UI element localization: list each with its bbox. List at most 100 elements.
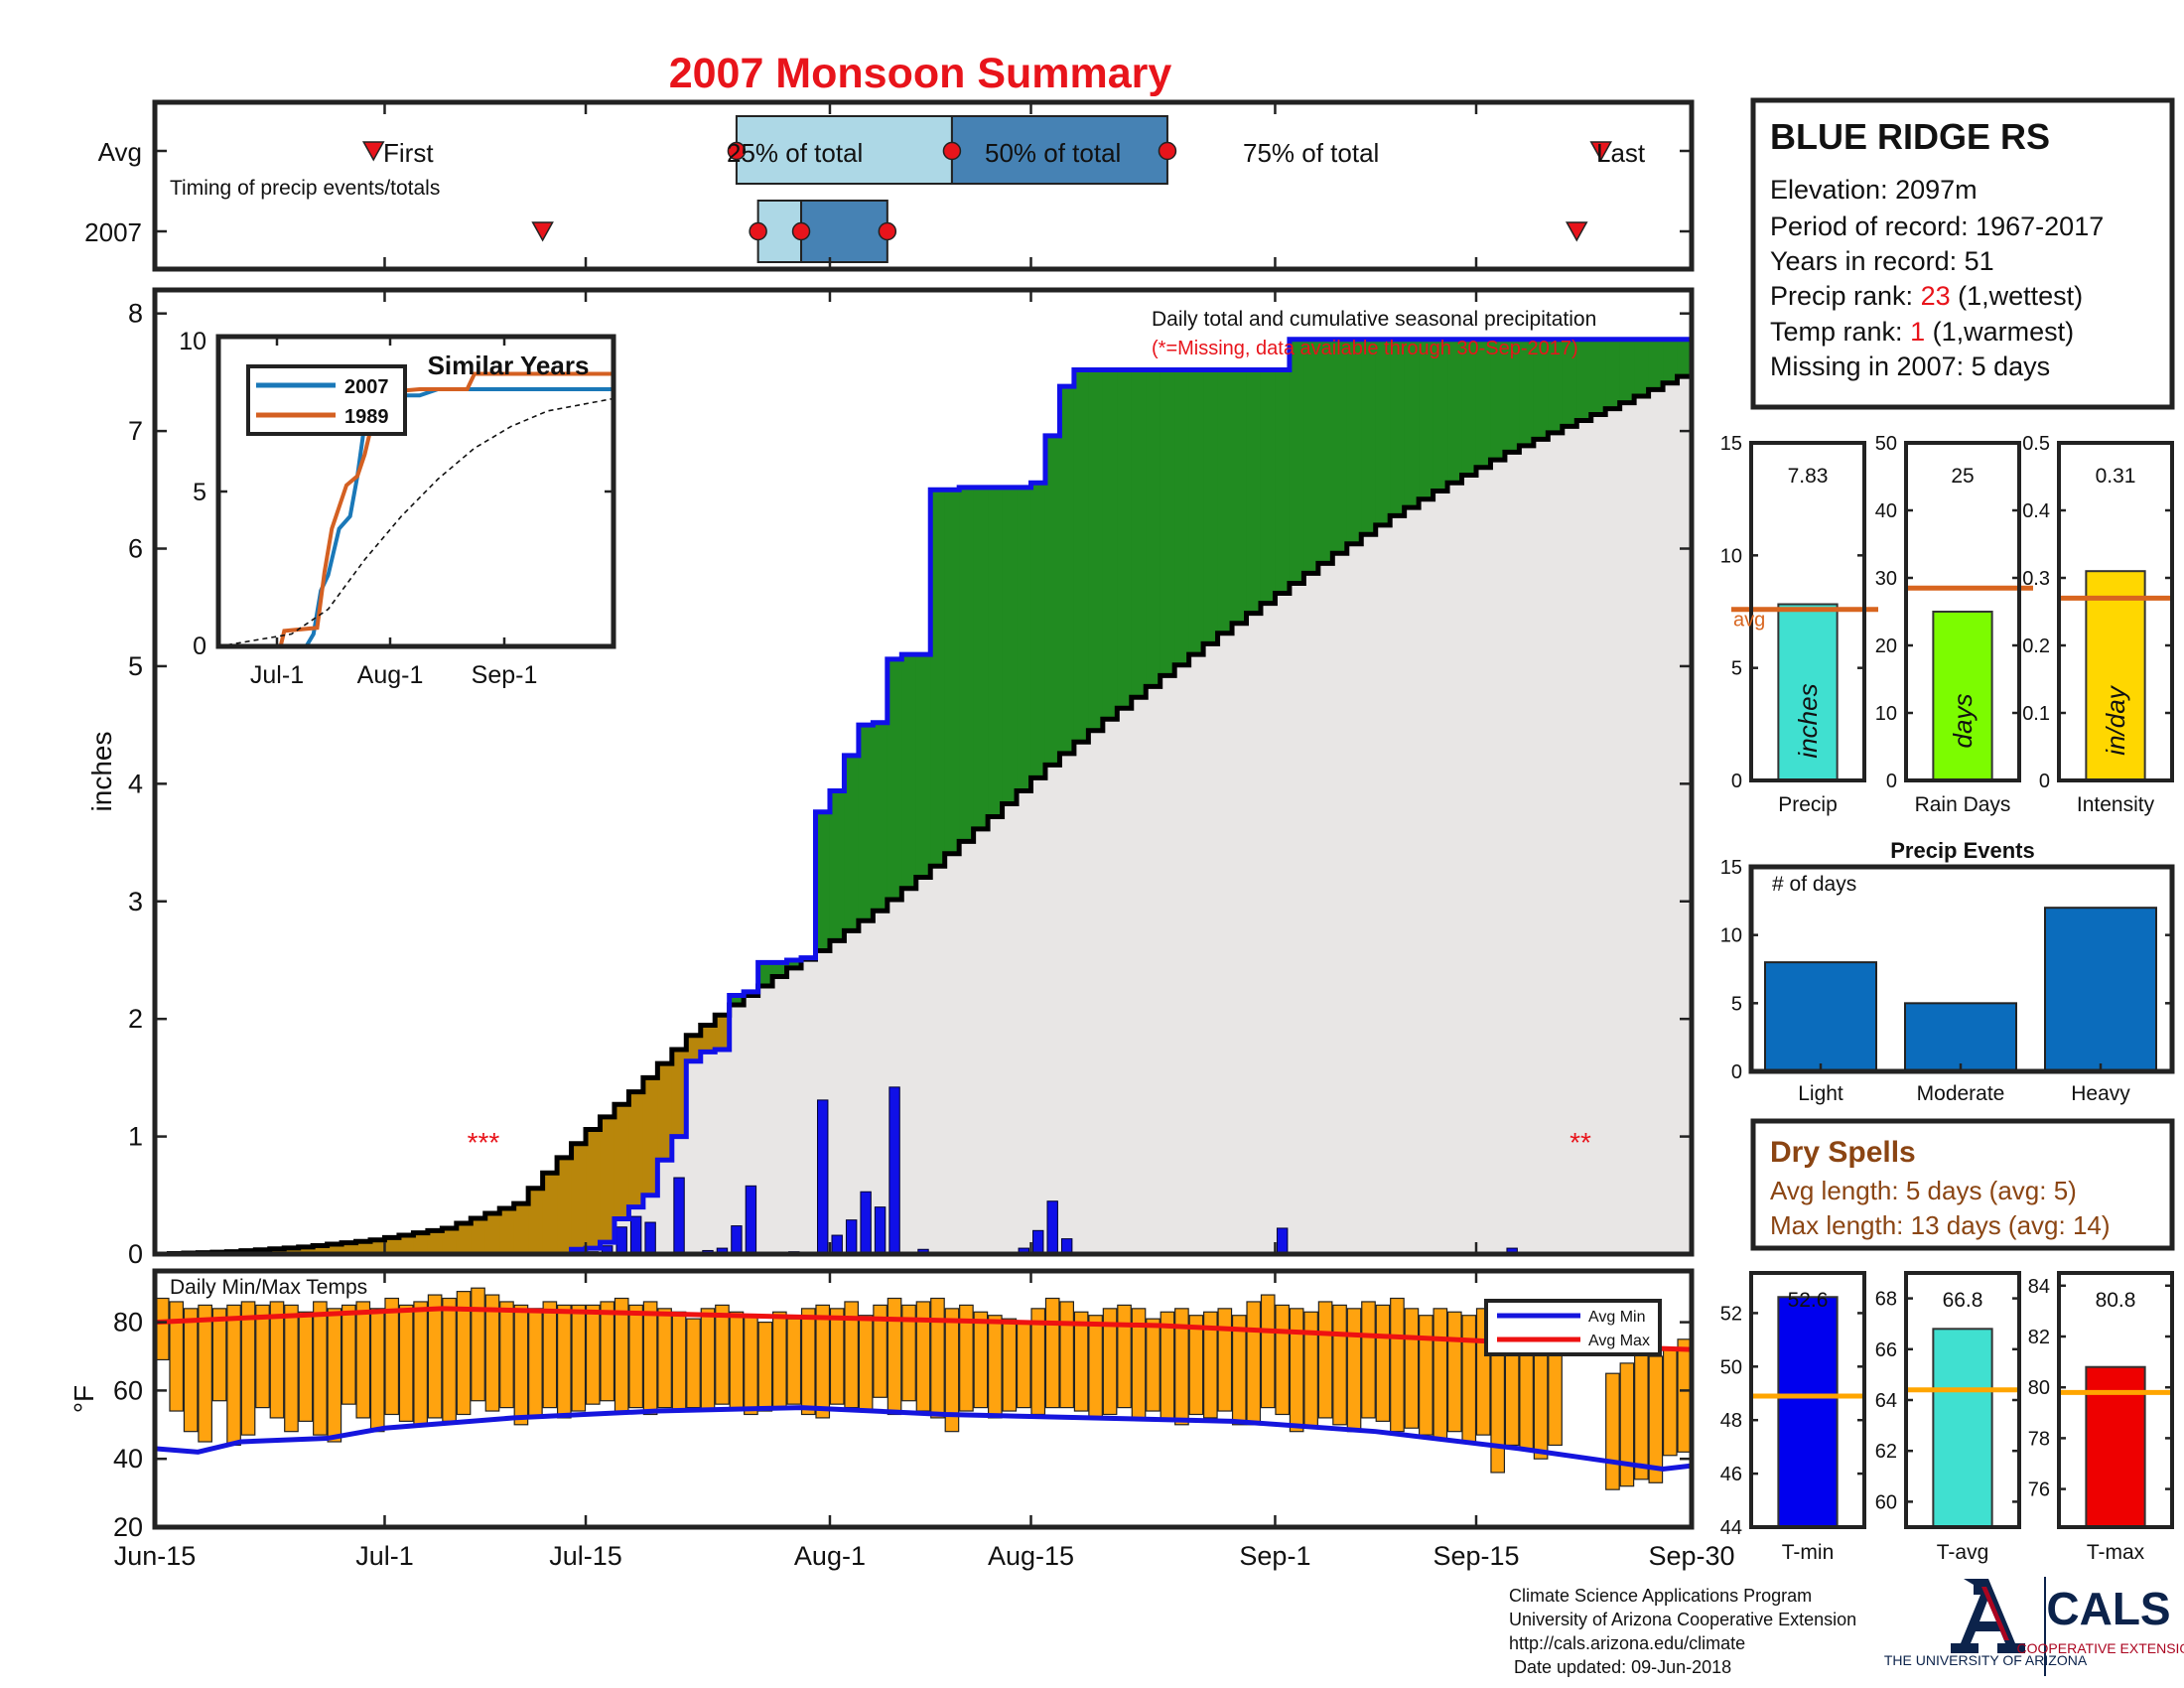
T-min-label: T-min [1782, 1541, 1835, 1564]
daily-temp-range-bar [815, 1304, 831, 1419]
daily-temp-range-bar [1246, 1301, 1262, 1426]
timing-panel: Avg 2007 Timing of precip events/totals … [84, 99, 1695, 272]
daily-temp-range-bar [757, 1321, 773, 1412]
daily-temp-range-bar [298, 1311, 314, 1422]
daily-temp-range-bar [973, 1311, 989, 1409]
Intensity-unit: in/day [2101, 684, 2130, 755]
below-average-fill [586, 1129, 602, 1249]
daily-temp-range-bar [542, 1301, 558, 1409]
timing-p75-label: 75% of total [1243, 138, 1379, 168]
date-x-tick-label: Sep-30 [1648, 1541, 1734, 1571]
precip-y-tick-label: 3 [128, 887, 143, 916]
daily-temp-range-bar [1619, 1362, 1635, 1487]
daily-temp-range-bar [671, 1311, 687, 1412]
average-cumulative-line [155, 369, 1695, 1257]
above-average-fill [786, 959, 802, 968]
dry-spells-title: Dry Spells [1770, 1136, 1916, 1169]
daily-temp-range-bar [1217, 1308, 1233, 1412]
below-average-fill [700, 1025, 716, 1053]
daily-precip-bar [1276, 1227, 1289, 1255]
date-x-tick-label: Sep-15 [1433, 1541, 1519, 1571]
Precip-avg-label: avg [1733, 610, 1765, 632]
daily-temp-range-bar [211, 1308, 227, 1402]
date-x-tick-label: Aug-1 [794, 1541, 866, 1571]
Intensity-label: Intensity [2077, 793, 2155, 816]
legend-avg-max: Avg Max [1588, 1333, 1650, 1349]
above-average-fill [1404, 339, 1420, 508]
Rain Days-unit: days [1948, 694, 1978, 749]
below-average-fill [642, 1077, 658, 1196]
daily-temp-range-bar [1275, 1304, 1291, 1416]
daily-temp-range-bar [686, 1318, 701, 1409]
below-average-fill [269, 1248, 285, 1254]
daily-temp-range-bar [1404, 1308, 1420, 1429]
above-average-fill [1390, 339, 1406, 516]
below-average-fill [398, 1235, 415, 1254]
temperature-title: Daily Min/Max Temps [170, 1276, 367, 1299]
daily-temp-range-bar [255, 1304, 270, 1409]
T-min-y-tick-label: 50 [1720, 1356, 1742, 1378]
station-name: BLUE RIDGE RS [1770, 116, 2050, 157]
daily-temp-range-bar [1346, 1308, 1362, 1433]
daily-temp-range-bar [657, 1308, 672, 1409]
below-average-fill [557, 1157, 573, 1254]
Intensity-y-tick-label: 0.3 [2022, 568, 2050, 590]
daily-temp-range-bar [427, 1294, 443, 1419]
precip-missing-note: (*=Missing, data available through 30-Se… [1152, 338, 1578, 359]
above-average-fill [1303, 339, 1319, 574]
above-average-fill [1246, 369, 1262, 614]
inset-series-1989 [218, 371, 614, 648]
timing-avg-last-marker [1589, 141, 1613, 162]
daily-temp-range-bar [1317, 1301, 1333, 1419]
T-min-y-tick-label: 46 [1720, 1464, 1742, 1485]
daily-temp-range-bar [284, 1304, 299, 1433]
above-average-fill [1260, 369, 1277, 604]
daily-temp-range-bar [642, 1301, 658, 1416]
daily-temp-range-bar [1188, 1315, 1204, 1416]
precip-events-category-label: Moderate [1917, 1082, 2005, 1105]
precip-events-bar-light [1764, 961, 1877, 1073]
above-average-fill [1217, 369, 1233, 633]
daily-temp-range-bar [198, 1304, 212, 1443]
inset-ytick-0: 0 [193, 633, 206, 660]
temperature-plot-area [154, 1271, 1693, 1527]
daily-temp-range-bar [1332, 1304, 1347, 1426]
T-avg-y-tick-label: 66 [1875, 1339, 1897, 1361]
daily-temp-range-bar [1361, 1301, 1376, 1419]
date-x-tick-label: Jun-15 [114, 1541, 197, 1571]
precip-rank-label: Precip rank: [1770, 281, 1921, 311]
ua-logo-a-mark [1951, 1579, 2025, 1653]
daily-temp-range-bar [154, 1297, 170, 1361]
daily-temp-range-bar [442, 1297, 457, 1422]
daily-temp-range-bar [471, 1287, 485, 1402]
above-average-fill [772, 962, 788, 977]
below-average-fill [298, 1246, 314, 1254]
above-average-fill [1002, 487, 1018, 804]
above-average-fill [1275, 369, 1291, 594]
daily-precip-bar [731, 1225, 743, 1255]
daily-temp-range-bar [873, 1304, 887, 1398]
below-average-fill [284, 1247, 300, 1254]
daily-temp-range-bar [858, 1315, 874, 1412]
below-average-fill [715, 1015, 731, 1050]
below-average-fill [499, 1208, 515, 1254]
below-average-fill [313, 1245, 329, 1254]
above-average-fill [1131, 369, 1147, 698]
above-average-fill [1519, 339, 1535, 446]
daily-precip-bar [1046, 1200, 1058, 1255]
daily-temp-range-bar [600, 1301, 615, 1402]
timing-p50-label: 50% of total [985, 138, 1121, 168]
daily-temp-range-bar [1289, 1308, 1304, 1433]
footer-line-2: University of Arizona Cooperative Extens… [1509, 1610, 1856, 1629]
daily-temp-range-bar [1662, 1348, 1678, 1457]
daily-temp-range-bar [930, 1297, 945, 1419]
below-average-fill [427, 1230, 443, 1254]
inset-legend [246, 364, 407, 436]
above-average-fill [1332, 339, 1348, 554]
timing-marks [155, 115, 1692, 263]
inset-ytick-10: 10 [179, 328, 206, 355]
precip-y-tick-label: 1 [128, 1122, 143, 1152]
T-max-frame [2057, 1271, 2174, 1529]
daily-temp-range-bar [1102, 1308, 1118, 1416]
